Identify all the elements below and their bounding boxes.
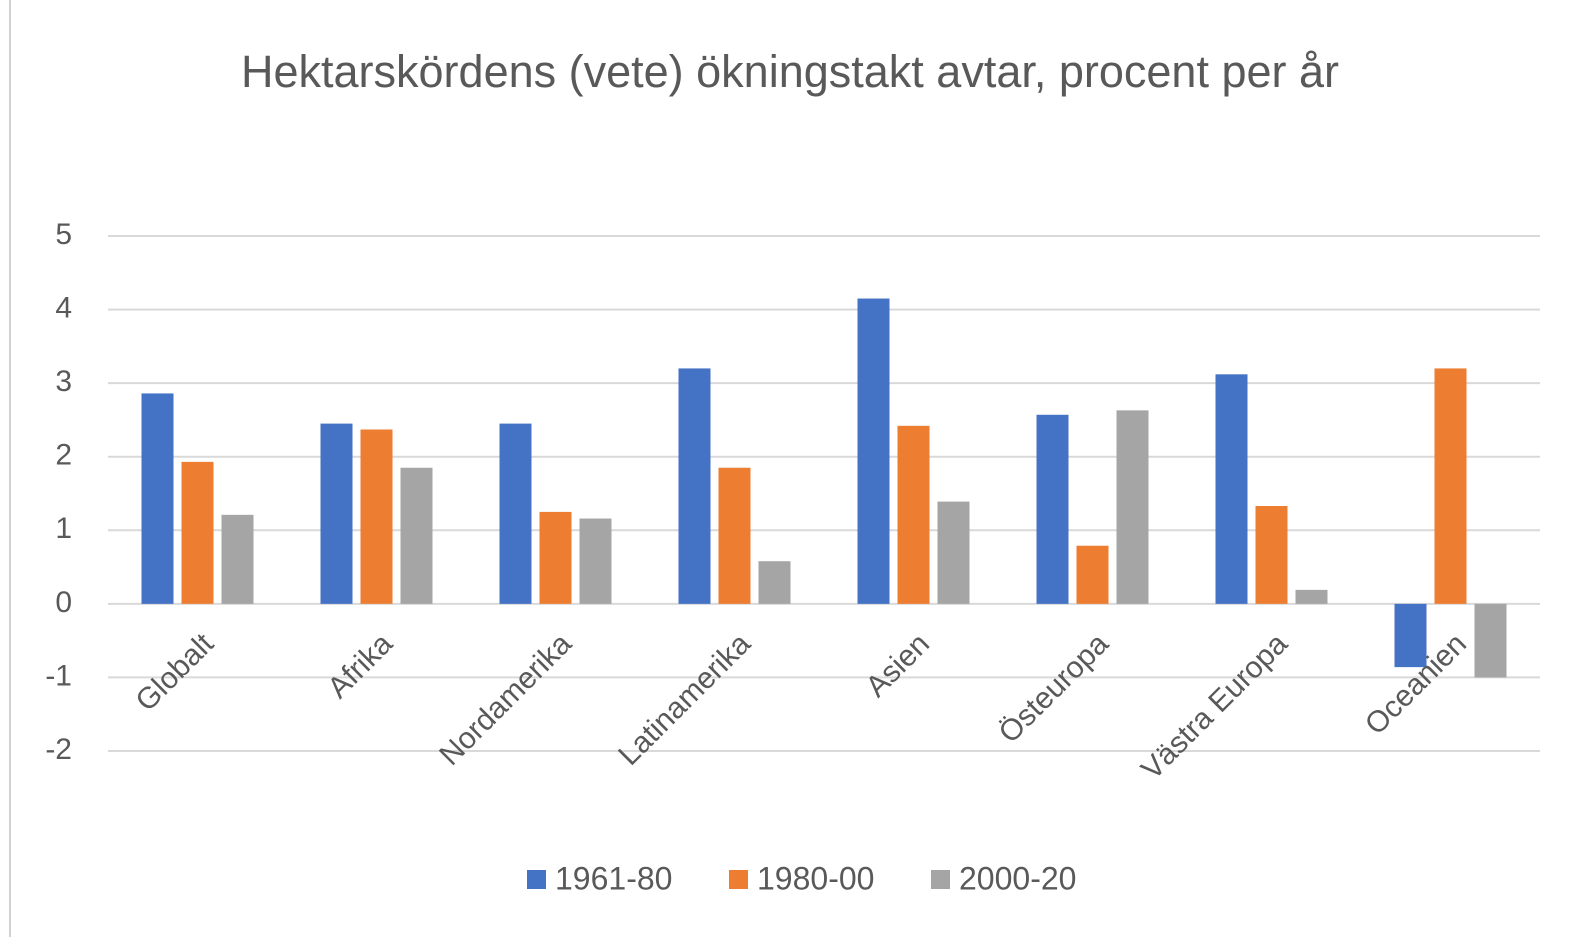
bar <box>360 429 393 604</box>
bar <box>1474 603 1507 678</box>
bar <box>1036 414 1069 604</box>
y-tick-label: 3 <box>55 365 72 398</box>
legend-swatch <box>527 870 546 889</box>
bar <box>1394 603 1427 668</box>
bar <box>758 561 791 604</box>
legend-label: 2000-20 <box>959 860 1076 896</box>
bar <box>937 501 970 604</box>
bar <box>718 467 751 604</box>
bar <box>539 511 572 604</box>
bar <box>1295 589 1328 604</box>
bar <box>499 423 532 604</box>
legend-swatch <box>931 870 950 889</box>
y-tick-label: 1 <box>55 512 72 545</box>
bar <box>1116 410 1149 604</box>
legend-swatch <box>729 870 748 889</box>
y-tick-label: -1 <box>45 659 72 692</box>
y-tick-label: -2 <box>45 733 72 766</box>
y-tick-label: 0 <box>55 586 72 619</box>
x-tick-label: Afrika <box>321 627 399 705</box>
legend-label: 1980-00 <box>757 860 874 896</box>
bar <box>857 298 890 604</box>
chart-title: Hektarskördens (vete) ökningstakt avtar,… <box>240 46 1340 97</box>
x-tick-label: Östeuropa <box>993 627 1116 750</box>
x-tick-label: Västra Europa <box>1135 627 1294 786</box>
bar <box>1434 368 1467 604</box>
bar <box>400 467 433 604</box>
bar <box>320 423 353 604</box>
bar <box>141 393 174 604</box>
bar <box>897 425 930 604</box>
x-tick-label: Globalt <box>129 627 220 718</box>
legend-label: 1961-80 <box>555 860 672 896</box>
bar <box>579 518 612 604</box>
x-tick-label: Asien <box>860 627 936 703</box>
y-tick-label: 4 <box>55 291 72 324</box>
y-tick-label: 2 <box>55 439 72 472</box>
bar <box>221 514 254 604</box>
bar <box>181 461 214 604</box>
bar <box>1255 506 1288 604</box>
bar <box>1215 374 1248 604</box>
y-tick-label: 5 <box>55 218 72 251</box>
bar <box>1076 545 1109 604</box>
bar <box>678 368 711 604</box>
